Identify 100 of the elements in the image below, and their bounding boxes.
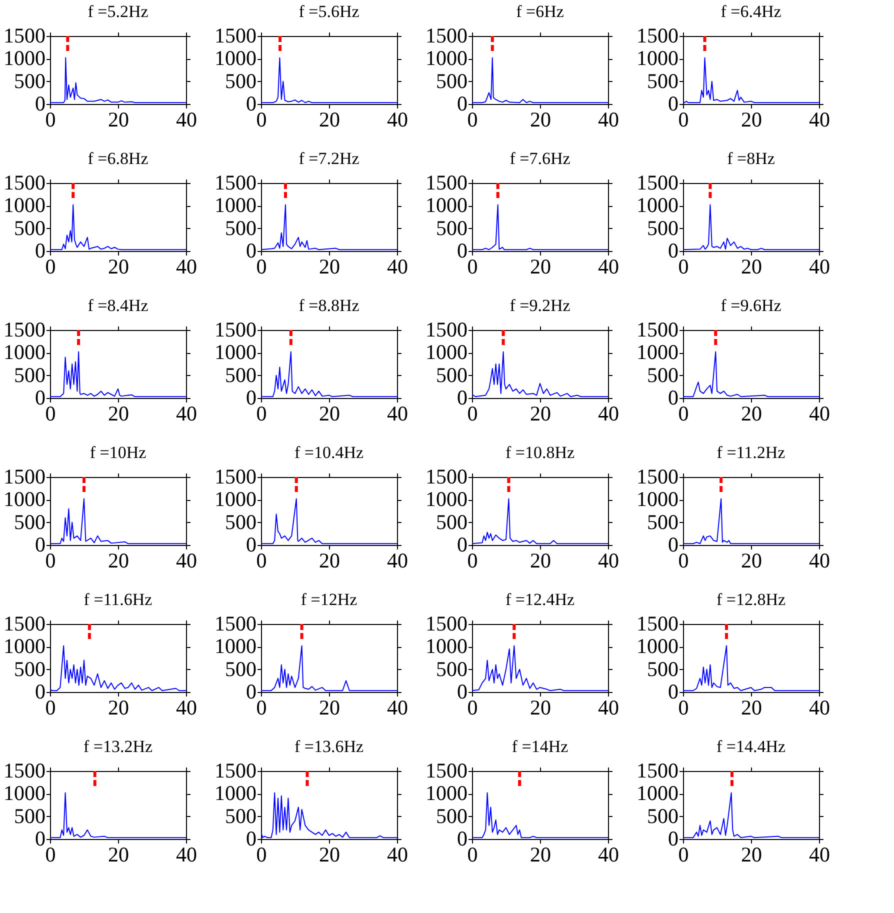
y-tick-label: 0 bbox=[35, 680, 46, 704]
y-tick-label: 0 bbox=[35, 532, 46, 556]
x-tick-label: 40 bbox=[176, 402, 197, 426]
chart-title: f =8.4Hz bbox=[88, 296, 149, 315]
y-tick-label: 500 bbox=[225, 510, 256, 534]
y-tick-label: 0 bbox=[668, 238, 678, 262]
y-tick-label: 1500 bbox=[214, 464, 256, 488]
y-tick-label: 1000 bbox=[4, 46, 46, 70]
y-tick-label: 500 bbox=[647, 362, 678, 387]
y-tick-label: 1000 bbox=[214, 781, 256, 806]
y-tick-label: 500 bbox=[647, 656, 678, 681]
y-tick-label: 1000 bbox=[214, 46, 256, 70]
y-tick-label: 1500 bbox=[426, 318, 468, 342]
x-tick-label: 40 bbox=[387, 548, 408, 572]
y-tick-label: 1500 bbox=[636, 24, 678, 48]
x-tick-label: 40 bbox=[809, 108, 830, 132]
y-tick-label: 500 bbox=[647, 510, 678, 534]
y-tick-label: 1500 bbox=[214, 318, 256, 342]
y-tick-label: 0 bbox=[246, 826, 256, 850]
x-tick-label: 40 bbox=[598, 254, 619, 278]
x-tick-label: 20 bbox=[319, 108, 340, 132]
x-tick-label: 40 bbox=[809, 696, 830, 720]
x-tick-label: 20 bbox=[319, 842, 340, 866]
x-tick-label: 40 bbox=[387, 254, 408, 278]
y-tick-label: 0 bbox=[457, 92, 468, 116]
chart-title: f =13.6Hz bbox=[294, 737, 364, 756]
chart-title: f =8Hz bbox=[727, 149, 776, 168]
chart-title: f =14Hz bbox=[512, 737, 569, 756]
y-tick-label: 1500 bbox=[636, 464, 678, 488]
y-tick-label: 500 bbox=[647, 804, 678, 828]
x-tick-label: 40 bbox=[809, 402, 830, 426]
y-tick-label: 1500 bbox=[426, 464, 468, 488]
x-tick-label: 20 bbox=[741, 402, 762, 426]
y-tick-label: 1000 bbox=[636, 781, 678, 806]
x-tick-label: 20 bbox=[530, 254, 551, 278]
y-tick-label: 1500 bbox=[214, 758, 256, 782]
y-tick-label: 1000 bbox=[214, 193, 256, 218]
y-tick-label: 1000 bbox=[4, 781, 46, 806]
chart-title: f =14.4Hz bbox=[716, 737, 786, 756]
y-tick-label: 500 bbox=[14, 68, 46, 93]
y-tick-label: 1000 bbox=[636, 193, 678, 218]
y-tick-label: 0 bbox=[668, 92, 678, 116]
y-tick-label: 1000 bbox=[426, 193, 468, 218]
y-tick-label: 1500 bbox=[214, 170, 256, 194]
x-tick-label: 40 bbox=[387, 842, 408, 866]
x-tick-label: 20 bbox=[741, 842, 762, 866]
y-tick-label: 500 bbox=[647, 216, 678, 240]
y-tick-label: 1500 bbox=[636, 170, 678, 194]
x-tick-label: 20 bbox=[530, 842, 551, 866]
x-tick-label: 40 bbox=[176, 842, 197, 866]
chart-title: f =10.8Hz bbox=[505, 443, 575, 462]
y-tick-label: 500 bbox=[14, 804, 46, 828]
y-tick-label: 1000 bbox=[214, 340, 256, 364]
chart-title: f =12Hz bbox=[300, 590, 358, 609]
x-tick-label: 20 bbox=[741, 254, 762, 278]
y-tick-label: 500 bbox=[436, 656, 468, 681]
y-tick-label: 1000 bbox=[4, 634, 46, 658]
y-tick-label: 1500 bbox=[636, 318, 678, 342]
y-tick-label: 1500 bbox=[4, 758, 46, 782]
y-tick-label: 1500 bbox=[4, 170, 46, 194]
y-tick-label: 1000 bbox=[636, 487, 678, 512]
y-tick-label: 1000 bbox=[426, 340, 468, 364]
chart-title: f =7.2Hz bbox=[298, 149, 360, 168]
y-tick-label: 500 bbox=[647, 68, 678, 93]
y-tick-label: 1000 bbox=[4, 340, 46, 364]
x-tick-label: 20 bbox=[530, 402, 551, 426]
y-tick-label: 0 bbox=[35, 238, 46, 262]
x-tick-label: 40 bbox=[809, 548, 830, 572]
y-tick-label: 0 bbox=[668, 532, 678, 556]
y-tick-label: 0 bbox=[246, 238, 256, 262]
x-tick-label: 20 bbox=[319, 402, 340, 426]
y-tick-label: 1000 bbox=[4, 193, 46, 218]
y-tick-label: 500 bbox=[225, 216, 256, 240]
y-tick-label: 1500 bbox=[214, 612, 256, 636]
chart-title: f =5.2Hz bbox=[88, 2, 149, 21]
chart-title: f =6.8Hz bbox=[88, 149, 149, 168]
y-tick-label: 0 bbox=[35, 826, 46, 850]
y-tick-label: 500 bbox=[436, 216, 468, 240]
y-tick-label: 500 bbox=[225, 362, 256, 387]
y-tick-label: 1000 bbox=[214, 634, 256, 658]
x-tick-label: 40 bbox=[598, 842, 619, 866]
x-tick-label: 20 bbox=[530, 108, 551, 132]
y-tick-label: 1500 bbox=[214, 24, 256, 48]
x-tick-label: 40 bbox=[387, 402, 408, 426]
y-tick-label: 500 bbox=[14, 510, 46, 534]
y-tick-label: 1000 bbox=[426, 46, 468, 70]
chart-title: f =6Hz bbox=[516, 2, 564, 21]
y-tick-label: 500 bbox=[14, 656, 46, 681]
y-tick-label: 0 bbox=[35, 92, 46, 116]
x-tick-label: 40 bbox=[387, 108, 408, 132]
chart-title: f =6.4Hz bbox=[720, 2, 782, 21]
y-tick-label: 500 bbox=[14, 216, 46, 240]
y-tick-label: 1000 bbox=[636, 634, 678, 658]
y-tick-label: 1500 bbox=[4, 318, 46, 342]
chart-title: f =12.4Hz bbox=[505, 590, 575, 609]
y-tick-label: 0 bbox=[457, 680, 468, 704]
x-tick-label: 40 bbox=[176, 696, 197, 720]
x-tick-label: 20 bbox=[108, 548, 129, 572]
y-tick-label: 1500 bbox=[4, 464, 46, 488]
x-tick-label: 20 bbox=[108, 254, 129, 278]
